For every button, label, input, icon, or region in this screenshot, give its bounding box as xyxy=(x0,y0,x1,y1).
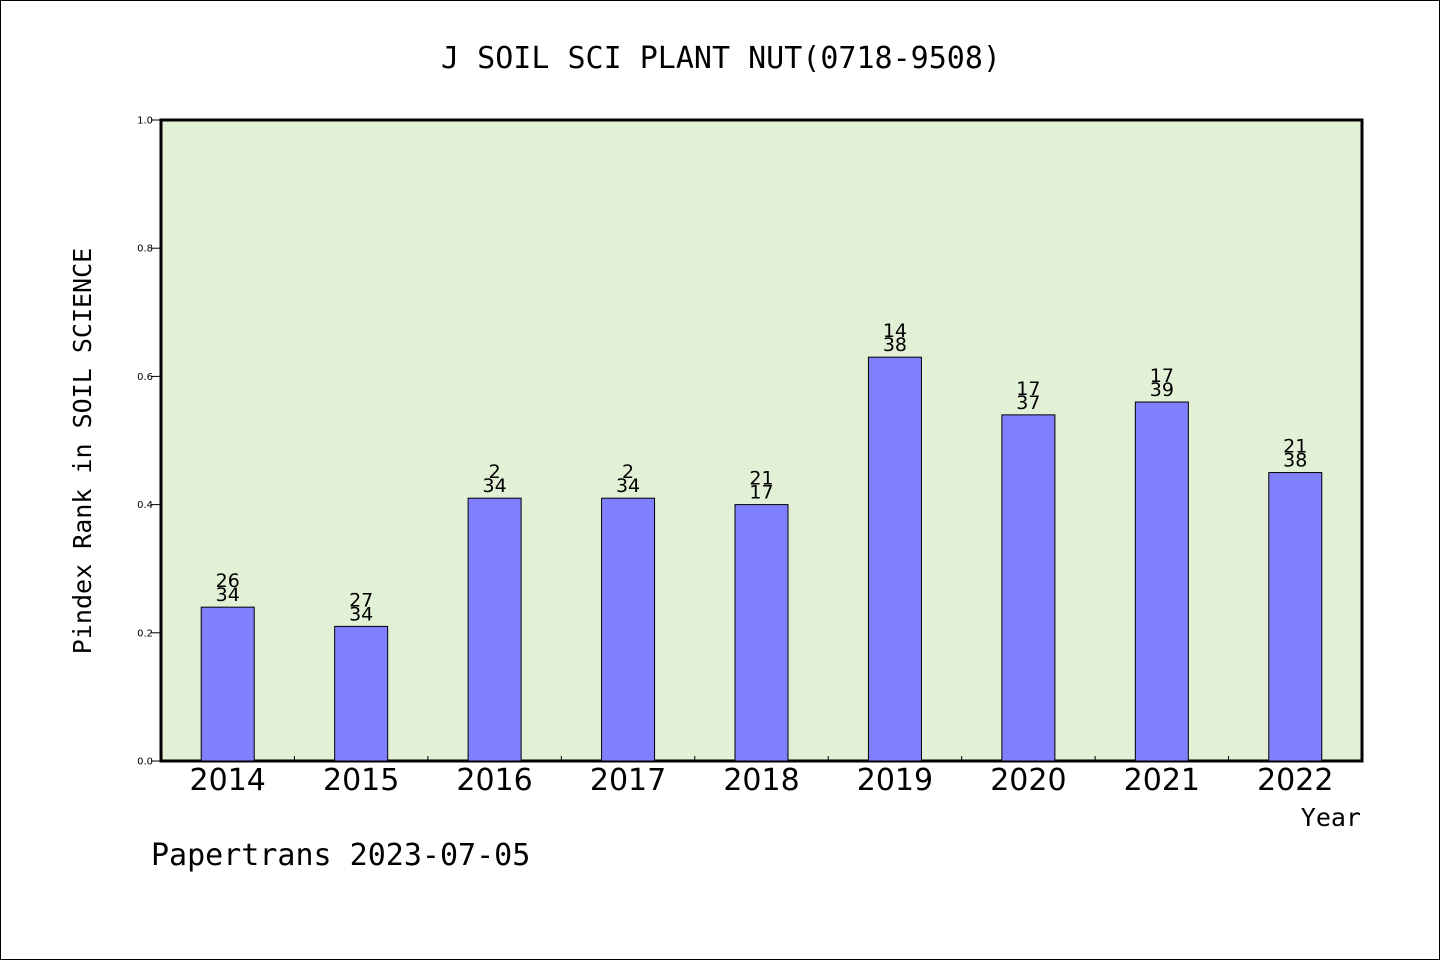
chart-title: J SOIL SCI PLANT NUT(0718-9508) xyxy=(441,41,1001,76)
y-tick-label: 1.0 xyxy=(137,116,153,127)
bar-rank-label: 17 xyxy=(1016,378,1040,400)
y-tick-label: 0.6 xyxy=(137,372,153,383)
bar xyxy=(1268,472,1323,762)
x-tick-label: 2022 xyxy=(1257,763,1333,798)
bar-total-label: 39 xyxy=(1150,379,1174,401)
bar xyxy=(601,497,656,762)
bar-rank-label: 17 xyxy=(1150,365,1174,387)
bar-rank-label: 2 xyxy=(622,461,634,483)
bar-total-label: 17 xyxy=(749,482,773,504)
bar-rank-label: 2 xyxy=(489,461,501,483)
x-tick-label: 2017 xyxy=(590,763,666,798)
bar xyxy=(334,625,389,762)
y-tick-label: 0.0 xyxy=(137,757,153,768)
bar-rank-label: 14 xyxy=(883,320,907,342)
bar-series xyxy=(200,356,1323,762)
y-tick-label: 0.8 xyxy=(137,244,153,255)
bar xyxy=(734,504,789,762)
bar-total-label: 34 xyxy=(349,603,373,625)
bar xyxy=(867,356,922,762)
bar-total-label: 37 xyxy=(1016,392,1040,414)
x-axis: 2014 2015 2016 2017 2018 2019 2020 2021 2022 xyxy=(190,756,1333,798)
x-tick-label: 2014 xyxy=(190,763,266,798)
bar-total-label: 34 xyxy=(483,475,507,497)
y-axis: 0.0 0.2 0.4 0.6 0.8 1.0 xyxy=(137,116,161,768)
bar-total-label: 34 xyxy=(616,475,640,497)
bar-rank-label: 26 xyxy=(216,570,240,592)
bar xyxy=(1134,401,1189,762)
footer-credit: Papertrans 2023-07-05 xyxy=(151,838,530,873)
bar-rank-label: 27 xyxy=(349,589,373,611)
bar xyxy=(467,497,522,762)
bar-rank-label: 21 xyxy=(749,468,773,490)
x-axis-label: Year xyxy=(1301,803,1361,832)
y-tick-label: 0.4 xyxy=(137,500,153,511)
x-tick-label: 2015 xyxy=(323,763,399,798)
bar xyxy=(200,606,255,762)
y-axis-label: Pindex Rank in SOIL SCIENCE xyxy=(68,248,97,654)
bar-total-label: 38 xyxy=(883,334,907,356)
bar-total-label: 38 xyxy=(1283,450,1307,472)
x-tick-label: 2018 xyxy=(723,763,799,798)
y-tick-label: 0.2 xyxy=(137,628,153,639)
x-tick-label: 2020 xyxy=(990,763,1066,798)
bar xyxy=(1001,414,1056,762)
x-tick-label: 2016 xyxy=(456,763,532,798)
x-tick-label: 2021 xyxy=(1124,763,1200,798)
x-tick-label: 2019 xyxy=(857,763,933,798)
bar-total-label: 34 xyxy=(216,584,240,606)
bar-rank-label: 21 xyxy=(1283,436,1307,458)
